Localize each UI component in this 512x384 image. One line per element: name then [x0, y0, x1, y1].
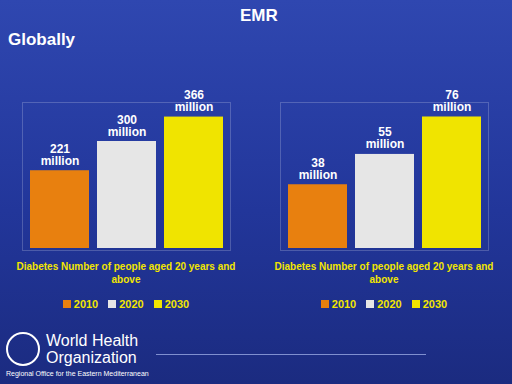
html-text:EMR: EMR	[240, 6, 278, 25]
svg-text:366million: 366million	[175, 88, 214, 114]
html-text:2010: 2010	[331, 298, 357, 310]
svg-text:221million: 221million	[41, 142, 80, 168]
html-text:2030: 2030	[164, 298, 190, 310]
html-text:Diabetes Number of people aged: Diabetes Number of people aged 20 years …	[274, 261, 494, 285]
html-text:Diabetes Number of people aged: Diabetes Number of people aged 20 years …	[16, 261, 236, 285]
svg-text:300million: 300million	[108, 113, 147, 139]
svg-text:55million: 55million	[366, 125, 405, 151]
html-text:World Health Organization: World Health Organization	[46, 332, 139, 366]
svg-text:38million: 38million	[299, 156, 338, 182]
html-text:2020: 2020	[377, 298, 402, 310]
html-text:2020: 2020	[119, 298, 144, 310]
html-text:2030: 2030	[422, 298, 448, 310]
svg-text:76million: 76million	[433, 88, 472, 114]
html-text:Globally: Globally	[8, 30, 76, 49]
html-text:2010: 2010	[73, 298, 99, 310]
html-text:Regional Office for the Easter: Regional Office for the Eastern Mediterr…	[6, 370, 149, 377]
